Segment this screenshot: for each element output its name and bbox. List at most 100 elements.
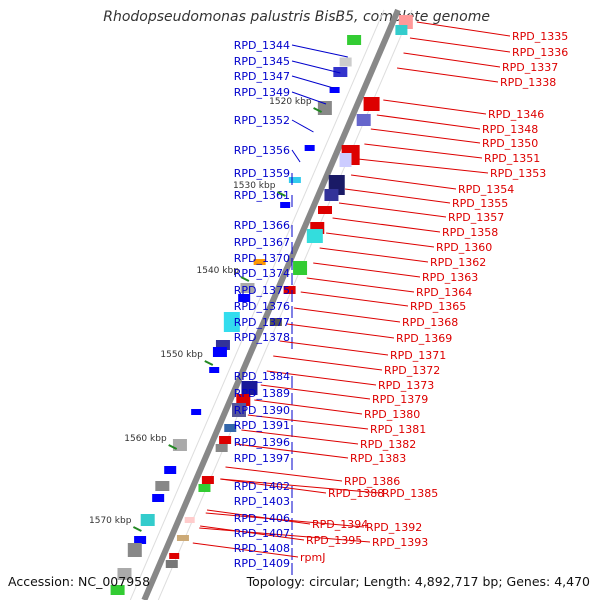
leader-line-right (306, 277, 415, 293)
gene-label-left: RPD_1374 (234, 267, 290, 280)
leader-line-right (383, 99, 487, 115)
gene-feature-left (347, 35, 362, 45)
gene-label-left: RPD_1391 (234, 419, 290, 432)
gene-feature-right (184, 517, 195, 523)
leader-line-right (300, 291, 409, 307)
gene-label-left: RPD_1375 (234, 284, 290, 297)
gene-label-left: RPD_1409 (234, 557, 290, 570)
gene-label-right: RPD_1335 (512, 30, 568, 43)
gene-label-left: RPD_1408 (234, 542, 290, 555)
leader-line-right (350, 174, 457, 190)
gene-feature-right (169, 553, 180, 559)
gene-label-right: RPD_1382 (360, 438, 416, 451)
leader-line-right (247, 414, 369, 430)
gene-feature-left (280, 202, 291, 208)
scale-tick (168, 444, 178, 450)
gene-label-right: RPD_1354 (458, 183, 514, 196)
leader-line-left (291, 149, 301, 163)
gene-feature-left (240, 283, 255, 293)
leader-line-right (273, 355, 383, 371)
scale-label: 1560 kbp (124, 434, 167, 444)
leader-line-right (220, 478, 327, 494)
gene-label-right: RPD_1338 (500, 76, 556, 89)
gene-feature-right (306, 229, 323, 243)
left-label-leaders (291, 44, 348, 575)
gene-feature-right (176, 535, 189, 541)
leader-line-right (225, 466, 343, 482)
gene-label-left: RPD_1389 (234, 387, 290, 400)
leader-line-right (409, 37, 511, 53)
gene-label-left: RPD_1344 (234, 39, 290, 52)
leader-line-right (205, 512, 365, 528)
gene-feature-right (241, 381, 258, 395)
scale-label: 1520 kbp (269, 97, 312, 107)
leader-line-right (286, 323, 395, 339)
leader-line-right (396, 67, 499, 83)
leader-line-right (192, 542, 299, 558)
gene-label-right: RPD_1379 (372, 393, 428, 406)
gene-feature-right (318, 206, 332, 214)
scale-labels: 1520 kbp 1530 kbp 1540 kbp 1550 kbp 1560 kbp… (89, 97, 323, 532)
leader-line-right (199, 527, 371, 543)
gene-feature-left (288, 177, 301, 183)
leader-line-right (344, 188, 451, 204)
scale-tick (204, 360, 214, 366)
gene-label-right: RPD_1388 (328, 487, 384, 500)
gene-feature-left (304, 145, 315, 151)
gene-feature-left (152, 494, 165, 502)
gene-feature-left (339, 57, 352, 67)
gene-label-right: RPD_1358 (442, 226, 498, 239)
gene-feature-left (140, 514, 155, 526)
gene-feature-right (201, 476, 214, 484)
gene-label-right: RPD_1357 (448, 211, 504, 224)
leader-line-right (416, 21, 511, 37)
gene-label-left: RPD_1361 (234, 189, 290, 202)
gene-feature-right (324, 189, 339, 201)
scale-tick (277, 191, 286, 197)
gene-label-right: RPD_1363 (422, 271, 478, 284)
gene-feature-left (238, 294, 251, 302)
leader-line-right (403, 52, 501, 68)
gene-feature-left (127, 543, 142, 557)
leader-line-left (291, 91, 327, 105)
leader-line-right (364, 143, 483, 159)
gene-feature-left (215, 340, 230, 350)
gene-label-right: RPD_1373 (378, 379, 434, 392)
gene-label-right: RPD_1355 (452, 197, 508, 210)
leader-line-right (293, 307, 401, 323)
leader-line-right (326, 232, 435, 248)
leader-line-right (206, 509, 311, 525)
leader-line-right (200, 525, 305, 541)
gene-label-right: RPD_1386 (344, 475, 400, 488)
gene-label-left: RPD_1376 (234, 300, 290, 313)
leader-line-right (357, 158, 489, 174)
scale-label: 1570 kbp (89, 516, 132, 526)
leader-line-right (332, 217, 441, 233)
gene-label-right: RPD_1395 (306, 534, 362, 547)
gene-label-right: RPD_1336 (512, 46, 568, 59)
gene-feature-right (293, 261, 308, 275)
gene-label-right: RPD_1371 (390, 349, 446, 362)
inner-track (129, 9, 385, 600)
gene-feature-right (232, 403, 246, 417)
leader-line-right (370, 128, 481, 144)
leader-line-right (319, 247, 429, 263)
leader-line-right (313, 262, 421, 278)
gene-label-right: RPD_1385 (382, 487, 438, 500)
gene-label-right: RPD_1380 (364, 408, 420, 421)
gene-label-left: RPD_1397 (234, 452, 290, 465)
gene-feature-right (224, 424, 237, 432)
right-gene-labels: RPD_1335 RPD_1336 RPD_1337 RPD_1338 RPD_1346… (300, 30, 568, 564)
gene-label-right: RPD_1383 (350, 452, 406, 465)
gene-feature-left (209, 367, 220, 373)
scale-tick (240, 276, 250, 282)
gene-feature-right (269, 318, 282, 326)
gene-label-left: RPD_1356 (234, 144, 290, 157)
gene-feature-left (164, 466, 177, 474)
gene-label-left: RPD_1367 (234, 236, 290, 249)
gene-feature-left (223, 312, 240, 332)
gene-feature-left (134, 536, 147, 544)
gene-label-right: RPD_1364 (416, 286, 472, 299)
leader-line-right (279, 340, 389, 356)
leader-line-left (291, 75, 334, 89)
